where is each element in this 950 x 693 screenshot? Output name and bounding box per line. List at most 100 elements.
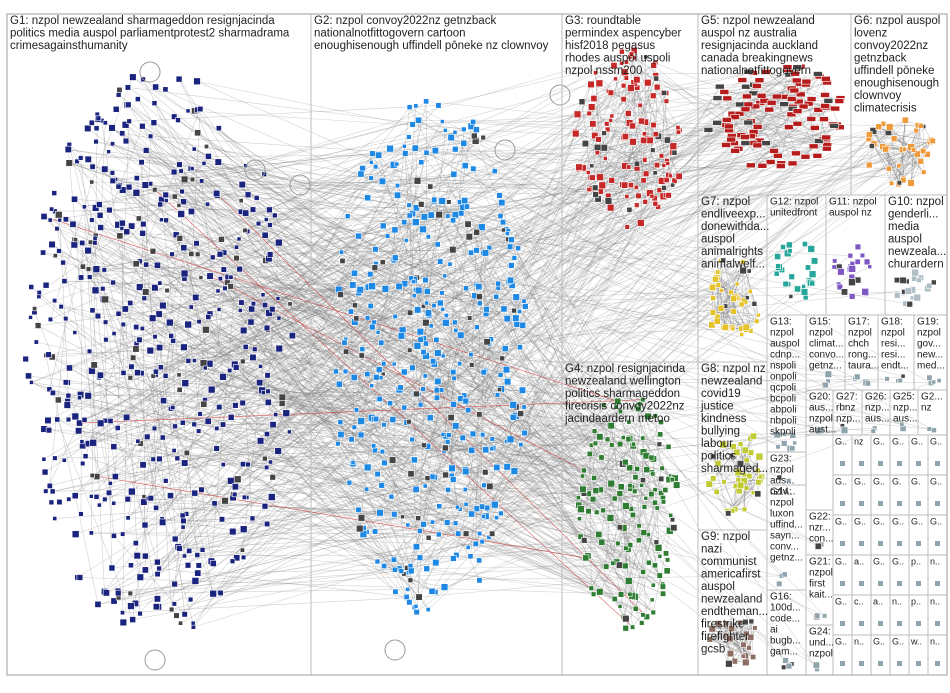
node xyxy=(588,104,595,111)
node xyxy=(855,277,861,283)
node xyxy=(434,378,441,385)
node xyxy=(200,547,205,552)
node xyxy=(393,589,398,594)
node xyxy=(392,567,397,572)
node xyxy=(468,511,474,517)
node xyxy=(250,516,255,521)
node xyxy=(802,79,811,84)
node xyxy=(159,218,163,222)
node xyxy=(781,441,787,447)
node xyxy=(152,101,157,106)
node xyxy=(931,280,936,285)
node xyxy=(252,347,257,352)
node xyxy=(518,411,524,417)
node xyxy=(758,475,762,479)
group-label: politics xyxy=(701,451,736,463)
node xyxy=(112,331,116,335)
node xyxy=(339,250,343,254)
node xyxy=(430,520,434,524)
node xyxy=(410,122,416,128)
node xyxy=(825,371,832,378)
node xyxy=(412,294,416,298)
node xyxy=(82,417,87,422)
node xyxy=(617,441,623,447)
node xyxy=(671,183,675,187)
node xyxy=(53,516,57,520)
node xyxy=(577,517,581,521)
node xyxy=(784,125,793,130)
node xyxy=(756,453,763,460)
node xyxy=(71,196,77,202)
node xyxy=(451,171,457,177)
node xyxy=(369,176,374,181)
node xyxy=(630,138,637,145)
node xyxy=(786,663,792,669)
node xyxy=(406,587,410,591)
node xyxy=(501,306,507,312)
tiny-group-label: G.. xyxy=(835,636,847,646)
node xyxy=(178,621,182,625)
node xyxy=(712,276,718,282)
node xyxy=(451,401,457,407)
node xyxy=(822,135,831,140)
node xyxy=(394,192,400,198)
node xyxy=(338,420,343,425)
node xyxy=(368,303,373,308)
node xyxy=(440,119,444,123)
node xyxy=(58,218,62,222)
node xyxy=(482,483,487,488)
node xyxy=(470,431,476,437)
node xyxy=(935,661,940,666)
node xyxy=(658,554,662,558)
node xyxy=(391,511,397,517)
node xyxy=(471,166,476,171)
node xyxy=(803,295,808,300)
node xyxy=(144,434,150,440)
node xyxy=(349,437,355,443)
node xyxy=(902,147,906,151)
node xyxy=(911,148,916,153)
group-label: nationalnotfittogovern xyxy=(701,65,811,77)
node xyxy=(365,316,370,321)
node xyxy=(594,510,599,515)
node xyxy=(793,109,802,114)
group-label: nbpoli xyxy=(770,415,797,426)
node xyxy=(254,195,259,200)
node xyxy=(124,229,130,235)
node xyxy=(605,197,612,204)
node xyxy=(137,337,143,343)
node xyxy=(886,124,893,131)
node xyxy=(646,560,651,565)
node xyxy=(786,242,792,248)
node xyxy=(664,99,669,104)
node xyxy=(423,277,429,283)
node xyxy=(213,190,220,197)
node xyxy=(452,212,459,219)
node xyxy=(617,491,623,497)
node xyxy=(609,443,614,448)
node xyxy=(766,159,775,164)
node xyxy=(416,594,423,601)
node xyxy=(869,143,874,148)
node xyxy=(590,175,596,181)
group-label: aus... xyxy=(809,402,833,413)
node xyxy=(443,472,449,478)
node xyxy=(466,545,470,549)
node xyxy=(429,474,435,480)
node xyxy=(365,371,370,376)
node xyxy=(718,305,724,311)
node xyxy=(652,563,657,568)
node xyxy=(151,120,157,126)
group-label: covid19 xyxy=(701,388,741,400)
node xyxy=(367,271,373,277)
node xyxy=(750,433,756,439)
node xyxy=(207,273,214,280)
node xyxy=(914,128,919,133)
group-label: taura... xyxy=(848,360,879,371)
group-label: labour xyxy=(701,438,733,450)
node xyxy=(220,373,227,380)
node xyxy=(742,659,749,666)
node xyxy=(441,307,445,311)
node xyxy=(158,202,163,207)
node xyxy=(790,446,795,451)
